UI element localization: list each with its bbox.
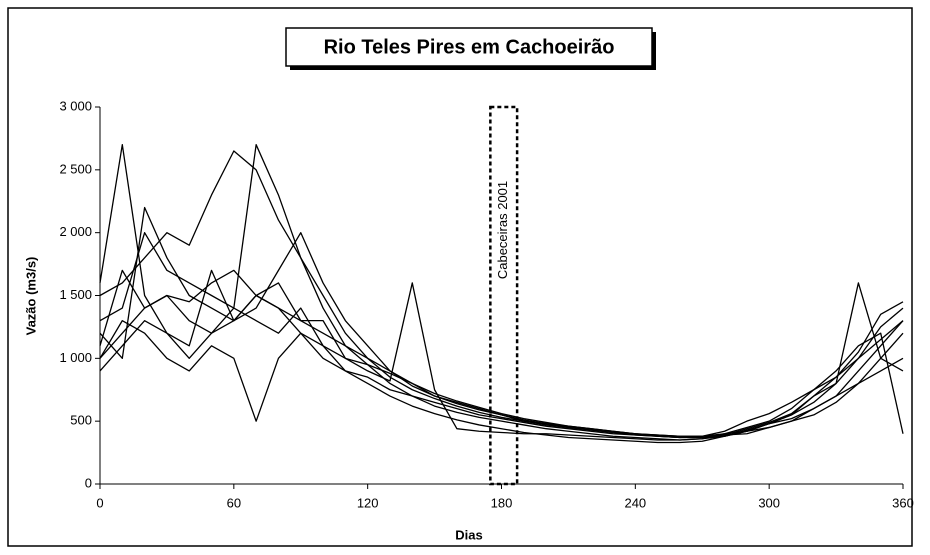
y-tick-label: 1 000 [59,350,92,365]
series-line [99,269,904,437]
annotation-label: Cabeceiras 2001 [495,181,510,279]
y-tick-label: 500 [70,413,92,428]
x-tick-label: 60 [227,495,241,510]
y-tick-label: 3 000 [59,98,92,113]
series-line [99,232,904,441]
x-tick-label: 240 [624,495,646,510]
x-tick-label: 0 [96,495,103,510]
series-line [99,150,904,439]
y-tick-label: 1 500 [59,287,92,302]
chart-frame [7,7,913,547]
x-tick-label: 360 [892,495,914,510]
y-tick-label: 2 000 [59,224,92,239]
title-box [285,27,653,67]
y-axis-title: Vazão (m3/s) [23,257,38,336]
x-axis-title: Dias [455,527,482,542]
x-tick-label: 120 [357,495,379,510]
series-line [99,144,904,444]
chart-title: Rio Teles Pires em Cachoeirão [324,36,615,58]
y-tick-label: 2 500 [59,161,92,176]
annotation-box [489,105,519,486]
x-tick-label: 300 [758,495,780,510]
y-tick-label: 0 [85,475,92,490]
x-tick-label: 180 [491,495,513,510]
